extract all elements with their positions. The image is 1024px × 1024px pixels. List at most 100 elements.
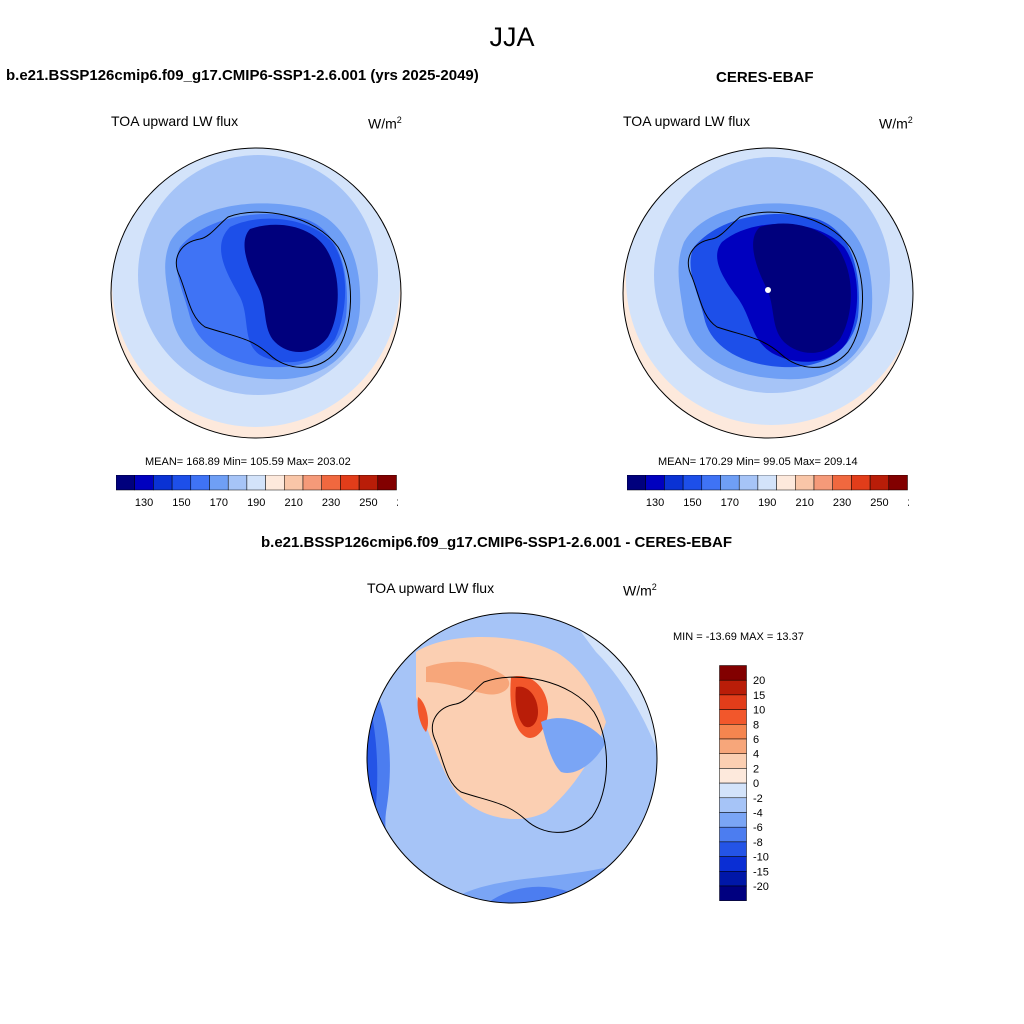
diff-colorbar-box (719, 694, 747, 710)
panel2-colorbar-label: 210 (795, 497, 813, 509)
diff-map-border (366, 612, 658, 904)
panel1-colorbar-box (116, 475, 135, 491)
diff-colorbar-box (719, 782, 747, 799)
diff-colorbar-label: 10 (753, 705, 765, 717)
panel2-missing-data-pole (765, 287, 771, 293)
panel2-title: CERES-EBAF (716, 69, 814, 86)
panel1-colorbar-box (284, 475, 304, 491)
diff-colorbar-label: 8 (753, 719, 759, 731)
panel2-colorbar-box (795, 475, 815, 491)
panel2-variable: TOA upward LW flux (623, 113, 751, 129)
panel2-colorbar-box (757, 475, 777, 491)
panel1-colorbar-box (265, 475, 285, 491)
panel1-colorbar-label: 250 (359, 497, 377, 509)
panel2-map-border (622, 147, 914, 439)
panel2-units: W/m2 (879, 115, 913, 132)
diff-units: W/m2 (623, 582, 657, 599)
panel2-colorbar-box (869, 475, 890, 491)
panel2-colorbar-label: 250 (870, 497, 888, 509)
diff-colorbar-box (719, 797, 747, 813)
panel1-colorbar-box (134, 475, 154, 491)
panel1-colorbar-box (340, 475, 360, 491)
panel2-map (622, 147, 914, 439)
diff-colorbar-label: -20 (753, 881, 769, 893)
panel1-variable: TOA upward LW flux (111, 113, 239, 129)
panel1-colorbar-box (153, 475, 173, 491)
panel2-colorbar-box (851, 475, 871, 491)
panel1-colorbar-box (246, 475, 266, 491)
panel1-colorbar-label: 270 (397, 497, 398, 509)
diff-colorbar-label: 6 (753, 734, 759, 746)
diff-positive-north (426, 661, 510, 695)
diff-colorbar-box (719, 665, 747, 681)
panel2-colorbar-label: 230 (833, 497, 851, 509)
panel1-coastline (175, 211, 352, 368)
diff-colorbar-label: 4 (753, 749, 759, 761)
panel1-ice-plateau (244, 224, 338, 353)
diff-colorbar-label: -8 (753, 837, 763, 849)
panel1-colorbar-wrap: 130 150 170 190 210 230 250 270 (116, 475, 398, 509)
panel2-colorbar-label: 270 (908, 497, 909, 509)
diff-map (366, 612, 658, 904)
panel2-colorbar-box (776, 475, 796, 491)
panel1-stats: MEAN= 168.89 Min= 105.59 Max= 203.02 (145, 456, 351, 468)
panel2-colorbar-box (627, 475, 646, 491)
panel2-colorbar-label: 130 (646, 497, 664, 509)
panel2-colorbar-box (813, 475, 833, 491)
diff-title: b.e21.BSSP126cmip6.f09_g17.CMIP6-SSP1-2.… (261, 534, 733, 551)
panel1-colorbar-box (190, 475, 210, 491)
diff-colorbar-label: -10 (753, 852, 769, 864)
panel2-colorbar-box (682, 475, 703, 491)
panel2-coastline (687, 211, 864, 368)
diff-peninsula-positive (417, 697, 429, 732)
diff-colorbar-label: 2 (753, 763, 759, 775)
diff-colorbar-box (719, 812, 747, 828)
diff-east-negative (541, 718, 606, 773)
diff-colorbar-box (719, 724, 747, 740)
panel2-colorbar-label: 150 (683, 497, 701, 509)
season-title: JJA (489, 22, 535, 52)
panel2-ice-plateau (753, 223, 851, 353)
panel1-title: b.e21.BSSP126cmip6.f09_g17.CMIP6-SSP1-2.… (6, 67, 479, 84)
diff-colorbar-box (719, 753, 747, 769)
diff-colorbar-box (719, 871, 747, 887)
diff-positive-max (515, 686, 538, 728)
panel2-colorbar-wrap: 130 150 170 190 210 230 250 270 (627, 475, 909, 509)
diff-colorbar-label: 15 (753, 690, 765, 702)
panel1-colorbar-label: 190 (247, 497, 265, 509)
diff-colorbar-wrap: 20 15 10 8 6 4 2 0 -2 -4 -6 -8 -10 -15 -20 (719, 665, 779, 901)
diff-colorbar-label: -4 (753, 808, 763, 820)
diff-stats: MIN = -13.69 MAX = 13.37 (673, 631, 804, 643)
panel2-colorbar-box (832, 475, 852, 491)
panel1-colorbar-label: 170 (210, 497, 228, 509)
panel1-colorbar-label: 130 (135, 497, 153, 509)
panel2-colorbar-box (888, 475, 908, 491)
panel2-colorbar-box (645, 475, 665, 491)
diff-colorbar-box (719, 885, 747, 901)
panel2-colorbar-box (738, 475, 759, 491)
panel2-colorbar-label: 170 (721, 497, 739, 509)
panel1-colorbar-label: 210 (284, 497, 302, 509)
panel1-colorbar-box (377, 475, 397, 491)
panel1-map (110, 147, 402, 439)
panel1-colorbar-label: 230 (322, 497, 340, 509)
diff-colorbar-box (719, 841, 747, 857)
panel2-colorbar-label: 190 (758, 497, 776, 509)
panel2-colorbar: 130 150 170 190 210 230 250 270 (627, 475, 909, 509)
panel1-colorbar-box (302, 475, 322, 491)
panel1-colorbar-box (321, 475, 341, 491)
diff-colorbar-label: 0 (753, 778, 759, 790)
panel2-stats: MEAN= 170.29 Min= 99.05 Max= 209.14 (658, 456, 858, 468)
diff-colorbar-box (719, 709, 747, 725)
panel2-colorbar-box (664, 475, 684, 491)
panel1-colorbar: 130 150 170 190 210 230 250 270 (116, 475, 398, 509)
diff-colorbar-label: -15 (753, 866, 769, 878)
panel1-map-border (110, 147, 402, 439)
diff-variable: TOA upward LW flux (367, 580, 495, 596)
diff-coastline (431, 676, 608, 833)
panel2-colorbar-box (720, 475, 740, 491)
panel1-colorbar-label: 150 (172, 497, 190, 509)
diff-colorbar-label: 20 (753, 675, 765, 687)
diff-colorbar-box (719, 856, 747, 872)
